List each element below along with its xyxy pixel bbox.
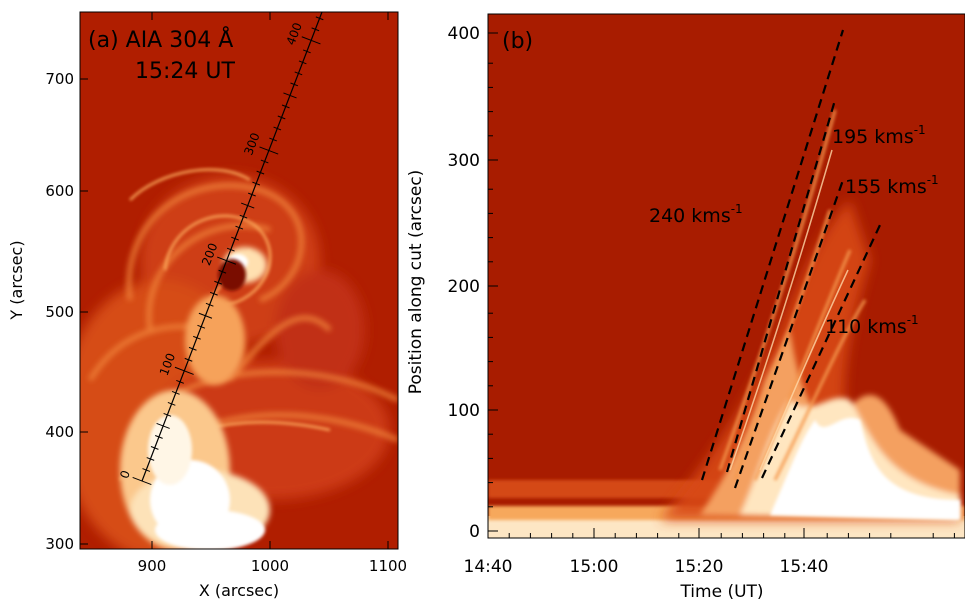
panel-a-image xyxy=(80,12,398,549)
cut-tick xyxy=(252,181,261,186)
speed-label-110: 110 kms-1 xyxy=(825,313,919,338)
cut-tick xyxy=(209,291,218,296)
cut-tick xyxy=(188,346,197,351)
cut-tick xyxy=(256,170,265,175)
panel-a-xtick-label: 1100 xyxy=(369,557,407,575)
panel-b-xtick-label: 15:40 xyxy=(780,557,829,577)
cut-tick xyxy=(142,468,151,472)
cut-tick xyxy=(198,312,213,319)
cut-tick xyxy=(154,435,163,439)
panel-a-frame xyxy=(79,11,399,550)
cut-tick xyxy=(235,225,244,230)
cut-tick xyxy=(283,92,297,99)
panel-a-ytick-label: 500 xyxy=(45,303,74,321)
cut-tick xyxy=(226,247,235,252)
cut-tick xyxy=(239,214,248,219)
cut-tick xyxy=(163,413,172,417)
cut-tick xyxy=(176,379,184,384)
panel-a-label: (a) AIA 304 Å xyxy=(88,26,233,53)
panel-b: 240 kms-1 195 kms-1 155 kms-1 110 kms-1 … xyxy=(406,13,965,600)
cut-tick xyxy=(301,36,321,45)
cut-tick xyxy=(167,401,176,406)
fit-110 xyxy=(761,224,881,479)
cut-tick xyxy=(273,126,282,131)
cut-tick xyxy=(302,49,311,54)
cut-tick xyxy=(146,457,155,461)
panel-b-xtick-label: 15:20 xyxy=(675,557,724,577)
cut-tick xyxy=(311,27,320,32)
speed-label-195: 195 kms-1 xyxy=(832,123,926,148)
cut-tick xyxy=(214,280,223,285)
cut-tick xyxy=(171,390,180,395)
panel-b-axes: 14:40 15:00 15:20 15:40 0 100 200 300 400 xyxy=(448,24,955,577)
cut-tick xyxy=(197,324,206,329)
cut-tick xyxy=(315,16,324,21)
panel-a-ytick-label: 700 xyxy=(45,70,74,88)
panel-b-ytick-label: 200 xyxy=(448,277,480,297)
panel-b-frame xyxy=(487,13,965,539)
panel-a-ytick-label: 300 xyxy=(45,535,74,553)
fit-195 xyxy=(725,99,837,473)
panel-b-image xyxy=(488,14,965,538)
panel-b-ytick-label: 100 xyxy=(448,401,480,421)
cut-tick xyxy=(184,357,193,362)
panel-a-ytick-label: 400 xyxy=(45,423,74,441)
cut-tick xyxy=(231,236,239,241)
cut-tick xyxy=(218,269,227,274)
cut-tick xyxy=(259,146,279,155)
cut-tick xyxy=(156,422,170,429)
cut-tick xyxy=(205,302,214,307)
cut-tick xyxy=(294,71,303,76)
speed-label-240: 240 kms-1 xyxy=(649,202,743,227)
cut-tick xyxy=(240,202,255,209)
cut-tick xyxy=(269,137,277,142)
cut-tick xyxy=(150,446,159,450)
cut-tick xyxy=(248,192,256,197)
panel-b-fit-lines xyxy=(700,29,881,489)
cut-tick xyxy=(132,476,152,486)
panel-b-xtick-label: 14:40 xyxy=(464,557,513,577)
panel-b-label: (b) xyxy=(502,29,533,54)
panel-a-xtick-label: 900 xyxy=(138,557,167,575)
panel-a-ylabel: Y (arcsec) xyxy=(7,240,26,320)
cut-tick xyxy=(290,82,299,87)
panel-b-xtick-label: 15:00 xyxy=(570,557,619,577)
panel-b-xlabel: Time (UT) xyxy=(679,582,763,600)
cut-tick xyxy=(193,335,201,340)
panel-a-time: 15:24 UT xyxy=(135,59,235,84)
fit-155 xyxy=(733,179,845,489)
panel-a-xtick-label: 1000 xyxy=(251,557,289,575)
fit-240 xyxy=(700,29,845,481)
panel-b-ytick-label: 0 xyxy=(469,522,480,542)
panel-a-xlabel: X (arcsec) xyxy=(199,581,279,600)
panel-b-ytick-label: 400 xyxy=(448,24,480,44)
cut-tick xyxy=(260,159,269,164)
panel-b-ylabel: Position along cut (arcsec) xyxy=(406,170,426,395)
cut-tick xyxy=(281,104,290,109)
cut-tick xyxy=(217,256,237,265)
cut-tick xyxy=(174,366,194,375)
panel-a-axes: 900 1000 1100 300 400 500 600 700 xyxy=(45,12,407,575)
panel-a-ytick-label: 600 xyxy=(45,182,74,200)
panel-b-ytick-label: 300 xyxy=(448,151,480,171)
cut-tick xyxy=(298,60,307,65)
speed-label-155: 155 kms-1 xyxy=(845,173,939,198)
cut-tick xyxy=(277,115,286,120)
